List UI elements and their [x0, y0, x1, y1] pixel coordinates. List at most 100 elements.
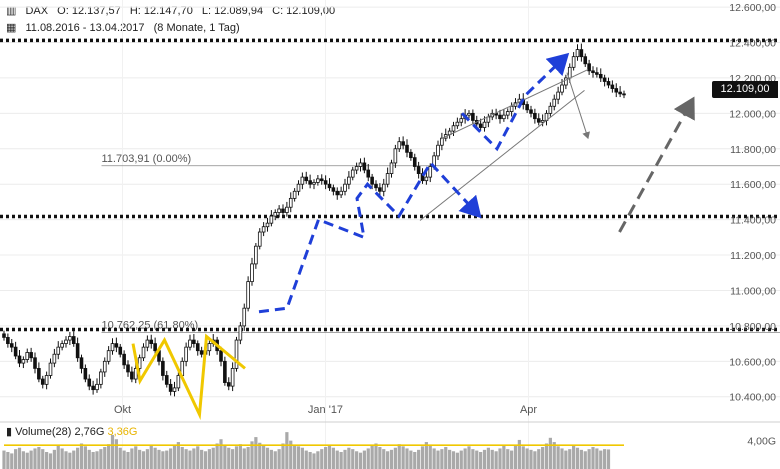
fib-level-label: 11.703,91 (0.00%): [102, 153, 192, 165]
volume-bar: [572, 445, 576, 469]
candle-body: [505, 111, 510, 116]
volume-bar: [300, 447, 304, 469]
candle-body: [2, 333, 6, 338]
volume-bar: [347, 447, 351, 469]
candle-body: [40, 378, 45, 385]
candle-body: [339, 190, 343, 196]
volume-bar: [568, 449, 572, 469]
volume-bar: [180, 447, 184, 469]
volume-bar: [490, 449, 494, 469]
candle-body: [440, 137, 444, 146]
low-value: L: 12.089,94: [201, 5, 264, 17]
volume-bar: [207, 449, 211, 469]
volume-bar: [60, 448, 64, 469]
volume-bar: [583, 451, 587, 469]
volume-bar: [153, 447, 157, 469]
volume-bar: [320, 449, 324, 469]
candle-body: [416, 166, 421, 174]
volume-bar: [463, 448, 467, 469]
volume-bar: [110, 434, 115, 469]
candle-body: [316, 178, 320, 183]
volume-bar: [192, 448, 196, 469]
volume-bar: [386, 451, 390, 469]
volume-bar: [475, 450, 479, 469]
candle-body: [33, 357, 37, 369]
candle-body: [319, 178, 324, 182]
candle-body: [238, 325, 243, 341]
candle-body: [347, 176, 351, 185]
volume-bar: [424, 442, 428, 469]
candle-body: [95, 383, 99, 391]
volume-bar: [169, 448, 173, 469]
candle-body: [354, 166, 359, 171]
volume-bar: [141, 451, 146, 469]
candle-body: [591, 70, 595, 74]
candle-body: [323, 180, 328, 185]
candle-body: [389, 162, 394, 174]
volume-bar: [41, 449, 45, 469]
volume-bar: [335, 450, 339, 469]
volume-bar: [56, 445, 60, 469]
volume-bar: [48, 453, 53, 469]
volume-bar: [107, 444, 111, 469]
volume-bar: [370, 445, 374, 469]
candle-body: [273, 212, 278, 217]
volume-bar: [227, 447, 231, 469]
volume-bar: [510, 450, 514, 469]
last-price-badge: 12.109,00: [712, 81, 778, 98]
candle-body: [254, 245, 258, 265]
volume-bar: [29, 450, 33, 469]
volume-bar: [161, 451, 165, 469]
y-tick-label: 10.400,00: [729, 392, 776, 404]
candle-body: [412, 157, 417, 167]
volume-bar: [436, 450, 440, 469]
volume-bar: [544, 443, 549, 469]
volume-bar: [548, 437, 552, 469]
candle-body: [467, 112, 471, 116]
candle-body: [188, 339, 192, 348]
candle-body: [87, 378, 92, 387]
candle-body: [64, 339, 68, 345]
fib-levels: 11.703,91 (0.00%) 10.762,25 (61.80%): [0, 38, 780, 334]
volume-bar: [358, 452, 363, 469]
volume-bar: [79, 443, 84, 469]
candle-body: [478, 123, 483, 128]
volume-bar: [482, 449, 487, 469]
volume-bar: [413, 451, 417, 469]
candle-body: [393, 148, 398, 164]
y-tick-label: 11.400,00: [730, 215, 776, 227]
candle-body: [21, 359, 26, 364]
volume-bar: [45, 451, 49, 469]
candle-body: [405, 144, 409, 153]
volume-bar: [502, 445, 506, 469]
blue-wave-path-2: [460, 52, 570, 152]
candle-body: [192, 339, 196, 345]
candle-body: [296, 183, 301, 192]
volume-bar: [277, 449, 281, 469]
candle-body: [106, 350, 111, 362]
volume-bar: [258, 442, 262, 469]
volume-bar: [285, 432, 289, 469]
period-label: (8 Monate, 1 Tag): [153, 22, 240, 34]
forecast-up-arrow: [618, 96, 695, 233]
volume-bar: [223, 444, 227, 469]
candle-body: [587, 63, 591, 72]
candle-body: [381, 183, 386, 192]
volume-bar: [521, 446, 525, 469]
candle-body: [525, 104, 529, 111]
y-axis: 12.600,0012.400,0012.200,0012.000,0011.8…: [729, 2, 776, 404]
volume-bar: [265, 447, 270, 469]
volume-bar: [324, 447, 328, 469]
candle-body: [327, 183, 332, 189]
volume-bar: [138, 449, 142, 469]
candle-body: [606, 81, 611, 86]
candle-body: [285, 206, 289, 213]
chart-type-icon[interactable]: ▥: [6, 5, 17, 17]
volume-bar: [382, 449, 386, 469]
volume-bar: [269, 449, 273, 469]
candle-body: [60, 343, 64, 348]
candle-body: [102, 360, 107, 373]
volume-bar: [579, 449, 583, 469]
candle-body: [571, 56, 576, 68]
